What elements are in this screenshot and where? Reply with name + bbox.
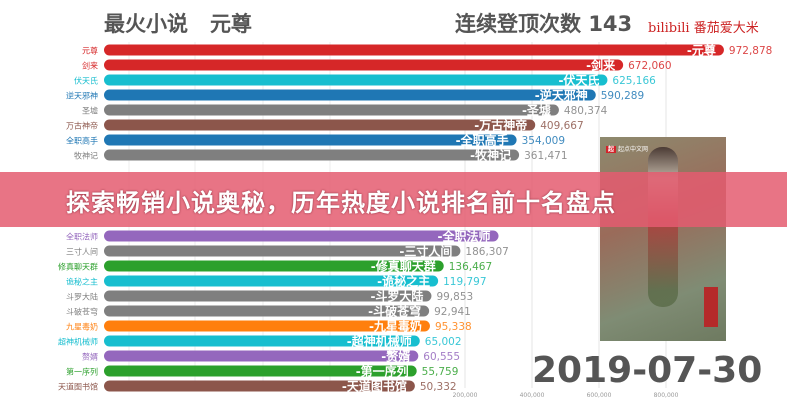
bar: [104, 149, 520, 161]
bar: [104, 275, 439, 287]
bar-inner-label: -天道图书馆: [342, 379, 407, 394]
category-label: 斗罗大陆: [66, 292, 98, 302]
bar-inner-label: -全职高手: [456, 133, 509, 148]
streak-counter: 连续登顶次数 143: [455, 12, 633, 36]
headline-text: 探索畅销小说奥秘，历年热度小说排名前十名盘点: [66, 189, 616, 217]
value-label: 119,797: [443, 276, 486, 288]
x-tick-label: 600,000: [587, 392, 612, 399]
chart-title: 最火小说 元尊: [104, 12, 252, 36]
category-label: 第一序列: [66, 367, 98, 377]
value-label: 186,307: [465, 246, 508, 258]
bar: [104, 320, 430, 332]
category-label: 全职高手: [66, 136, 98, 146]
value-label: 409,667: [540, 120, 583, 132]
bar-inner-label: -牧神记: [470, 148, 511, 163]
bar: [104, 59, 624, 71]
value-label: 50,332: [420, 381, 457, 393]
bar: [104, 245, 461, 257]
headline-banner: 探索畅销小说奥秘，历年热度小说排名前十名盘点: [0, 172, 787, 227]
bar-inner-label: -圣墟: [522, 103, 551, 118]
value-label: 55,759: [422, 366, 459, 378]
bar-inner-label: -斗破苍穹: [368, 304, 421, 319]
category-label: 三寸人间: [66, 247, 98, 257]
value-label: 136,467: [449, 261, 492, 273]
bar: [104, 260, 444, 272]
value-label: 480,374: [564, 105, 608, 117]
value-label: 590,289: [601, 90, 644, 102]
bar-inner-label: -斗罗大陆: [370, 289, 423, 304]
value-label: 354,009: [522, 135, 565, 147]
bar-inner-label: -万古神帝: [474, 118, 527, 133]
value-label: 972,878: [729, 45, 772, 57]
bar-inner-label: -超神机械师: [347, 334, 412, 349]
bar: [104, 89, 596, 101]
bar-inner-label: -元尊: [687, 43, 716, 58]
watermark: bilibili 番茄爱大米: [648, 21, 759, 36]
category-label: 万古神帝: [66, 121, 98, 131]
value-label: 99,853: [436, 291, 473, 303]
bar-inner-label: -逆天邪神: [535, 88, 588, 103]
bar: [104, 380, 415, 392]
value-label: 361,471: [524, 150, 567, 162]
bar: [104, 74, 608, 86]
leader-name: 元尊: [209, 12, 252, 36]
bar-inner-label: -第一序列: [356, 364, 409, 379]
cover-figure: [648, 147, 678, 307]
bar: [104, 335, 420, 347]
bar: [104, 365, 417, 377]
bar-inner-label: -全职法师: [438, 229, 491, 244]
bar: [104, 134, 517, 146]
category-label: 牧神记: [74, 151, 98, 161]
bar-inner-label: -诡秘之主: [377, 274, 430, 289]
bar: [104, 305, 430, 317]
book-cover-image: 起起点中文网: [600, 137, 726, 341]
value-label: 65,002: [425, 336, 462, 348]
category-label: 圣墟: [82, 106, 98, 116]
bar-inner-label: -修真聊天群: [371, 259, 436, 274]
value-label: 60,555: [423, 351, 460, 363]
category-label: 赘婿: [82, 352, 98, 362]
bar-inner-label: -赘婿: [381, 349, 410, 364]
x-tick-label: 400,000: [520, 392, 545, 399]
category-label: 超神机械师: [58, 337, 98, 347]
date-label: 2019-07-30: [532, 350, 763, 391]
bar-inner-label: -剑来: [586, 58, 616, 73]
value-label: 672,060: [628, 60, 671, 72]
x-tick-label: 200,000: [453, 392, 478, 399]
category-label: 逆天邪神: [66, 91, 98, 101]
category-label: 斗破苍穹: [66, 307, 98, 317]
bar-inner-label: -九星毒奶: [369, 319, 422, 334]
bar: [104, 104, 559, 116]
category-label: 元尊: [82, 46, 98, 56]
category-label: 九星毒奶: [66, 322, 98, 332]
cover-brand: 起起点中文网: [606, 146, 649, 153]
category-label: 全职法师: [66, 232, 98, 242]
bar-inner-label: -伏天氏: [558, 73, 599, 88]
category-label: 天道图书馆: [58, 382, 98, 392]
value-label: 92,941: [434, 306, 471, 318]
bar: [104, 44, 724, 56]
category-label: 诡秘之主: [66, 277, 98, 287]
value-label: 95,338: [435, 321, 472, 333]
category-label: 剑来: [82, 61, 98, 71]
bar: [104, 350, 419, 362]
bar: [104, 119, 536, 131]
bar: [104, 290, 432, 302]
bar-inner-label: -三寸人间: [399, 244, 452, 259]
bar: [104, 230, 499, 242]
cover-seal: [704, 287, 718, 327]
category-label: 伏天氏: [74, 76, 98, 86]
category-label: 修真聊天群: [58, 262, 98, 272]
value-label: 625,166: [612, 75, 656, 87]
x-tick-label: 800,000: [654, 392, 679, 399]
